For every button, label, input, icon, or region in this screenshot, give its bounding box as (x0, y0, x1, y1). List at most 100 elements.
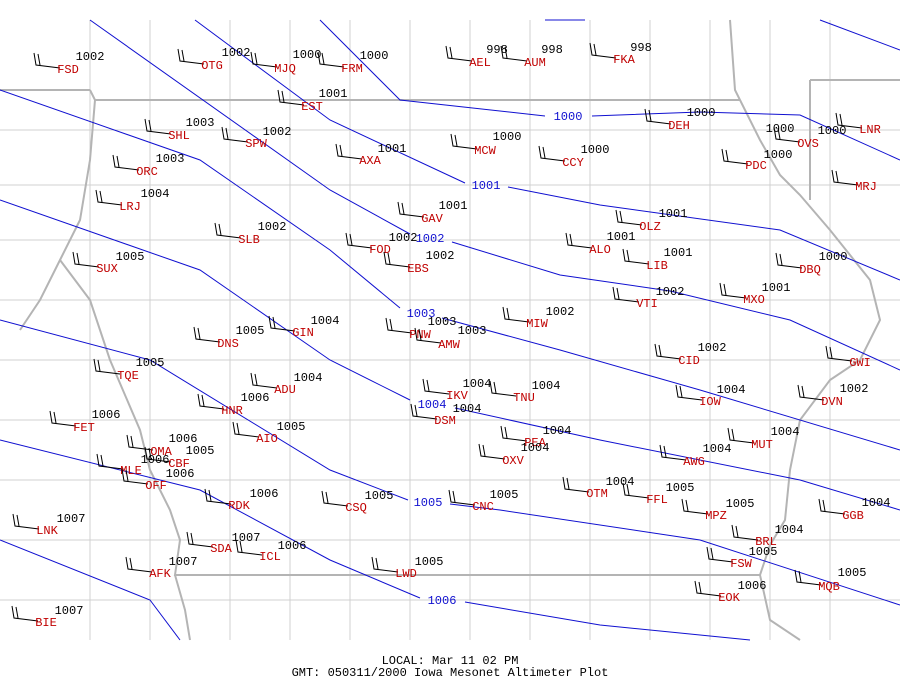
station-id: SUX (96, 262, 118, 276)
altimeter-value: 1005 (116, 250, 145, 264)
wind-barb (721, 148, 749, 165)
altimeter-value: 1002 (840, 382, 869, 396)
station-id: MQB (818, 580, 840, 594)
wind-barb (719, 282, 747, 299)
wind-barb (706, 546, 734, 563)
wind-barb (321, 490, 349, 507)
station-id: MPZ (705, 509, 727, 523)
wind-barb (277, 89, 305, 106)
altimeter-value: 1005 (490, 488, 519, 502)
station-id: OLZ (639, 220, 661, 234)
altimeter-value: 1005 (186, 444, 215, 458)
station-id: OVS (797, 137, 819, 151)
station-id: TQE (117, 369, 139, 383)
wind-barb (250, 51, 278, 68)
altimeter-value: 1006 (250, 487, 279, 501)
wind-barb (500, 425, 528, 442)
station-id: SDA (210, 542, 232, 556)
isobar-label: 1006 (428, 594, 457, 608)
wind-barb (144, 446, 172, 463)
isobar (0, 89, 900, 451)
altimeter-value: 1002 (222, 46, 251, 60)
station-id: MUT (751, 438, 773, 452)
wind-barb (214, 222, 242, 239)
altimeter-value: 1004 (703, 442, 732, 456)
altimeter-value: 1002 (76, 50, 105, 64)
altimeter-value: 1007 (169, 555, 198, 569)
wind-barb (538, 145, 566, 162)
station-id: AIO (256, 432, 278, 446)
altimeter-value: 1004 (463, 377, 492, 391)
isobar (0, 199, 900, 511)
station-id: GGB (842, 509, 864, 523)
station-id: LIB (646, 259, 668, 273)
altimeter-value: 998 (541, 43, 563, 57)
station-id: FSD (57, 63, 79, 77)
isobar-labels: 1000 1001 1002 1003 1004 1005 1006 (407, 110, 583, 608)
wind-barb (450, 133, 478, 150)
wind-barb (33, 52, 61, 69)
station-id: CNC (472, 500, 494, 514)
station: MRJ (831, 169, 877, 194)
altimeter-value: 1007 (232, 531, 261, 545)
station-id: TNU (513, 391, 535, 405)
altimeter-value: 1004 (141, 187, 170, 201)
wind-barb (694, 580, 722, 597)
station-id: AEL (469, 56, 491, 70)
altimeter-value: 1002 (698, 341, 727, 355)
wind-barb (775, 252, 803, 269)
station-id: LWD (395, 567, 417, 581)
station-id: FFL (646, 493, 668, 507)
wind-barb (562, 476, 590, 493)
station: LNR 1000 (818, 112, 881, 138)
station-id: SHL (168, 129, 190, 143)
wind-barb (410, 403, 438, 420)
wind-barb (383, 251, 411, 268)
altimeter-value: 1000 (360, 49, 389, 63)
altimeter-value: 1007 (57, 512, 86, 526)
wind-barb (72, 251, 100, 268)
station-id: DBQ (799, 263, 821, 277)
wind-barb (831, 169, 859, 186)
station-id: CID (678, 354, 700, 368)
wind-barb (385, 317, 413, 334)
wind-barb (177, 48, 205, 65)
altimeter-value: 1004 (606, 475, 635, 489)
isobar (194, 19, 900, 281)
station-id: MIW (526, 317, 548, 331)
altimeter-value: 1000 (818, 124, 847, 138)
wind-barb (12, 513, 40, 530)
altimeter-value: 1002 (258, 220, 287, 234)
station-id: AFK (149, 567, 171, 581)
wind-barb (654, 343, 682, 360)
station-id: PEA (524, 436, 546, 450)
altimeter-value: 1004 (717, 383, 746, 397)
altimeter-value: 1000 (764, 148, 793, 162)
